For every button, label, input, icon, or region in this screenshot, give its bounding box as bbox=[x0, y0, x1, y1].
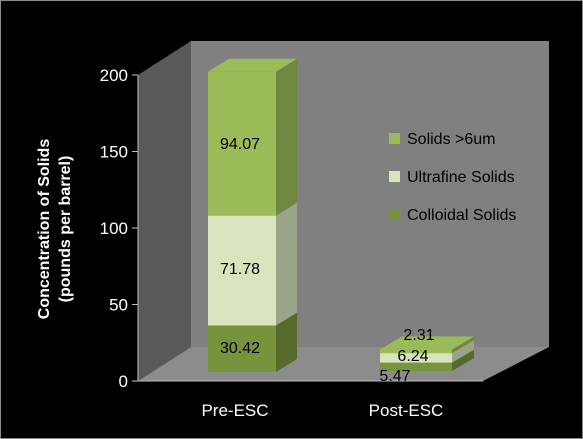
y-axis-title: Concentration of Solids (pounds per barre… bbox=[36, 139, 74, 320]
legend-swatch bbox=[389, 171, 400, 182]
legend-swatch bbox=[389, 209, 400, 220]
floor bbox=[138, 347, 549, 381]
bar-segment-side bbox=[276, 58, 297, 216]
bar-segment-front bbox=[208, 325, 276, 372]
bar-segment-side bbox=[452, 349, 474, 371]
y-tick-label: 0 bbox=[119, 372, 128, 391]
legend-label: Colloidal Solids bbox=[407, 207, 516, 224]
data-label: 2.31 bbox=[403, 327, 434, 344]
side-wall bbox=[138, 41, 191, 381]
x-category-label: Post-ESC bbox=[369, 401, 444, 420]
legend-label: Ultrafine Solids bbox=[407, 169, 515, 186]
x-category-label: Pre-ESC bbox=[201, 401, 268, 420]
bar-segment-front bbox=[208, 71, 276, 216]
bar-segment-front bbox=[380, 362, 452, 371]
y-tick-label: 150 bbox=[100, 143, 128, 162]
y-axis-title-line: (pounds per barrel) bbox=[57, 156, 74, 303]
y-tick-label: 50 bbox=[109, 296, 128, 315]
bar-segment-side bbox=[276, 312, 297, 372]
bar-segment-front bbox=[380, 349, 452, 354]
bar-segment-top bbox=[208, 58, 297, 72]
bar-segment-side bbox=[452, 340, 474, 363]
bar-segment-side bbox=[452, 336, 474, 354]
legend-label: Solids >6um bbox=[407, 131, 496, 148]
data-label: 5.47 bbox=[379, 368, 410, 385]
data-label: 6.24 bbox=[397, 348, 428, 365]
y-tick-label: 100 bbox=[100, 219, 128, 238]
y-tick-label: 200 bbox=[100, 66, 128, 85]
bar-segment-front bbox=[380, 353, 452, 363]
bar-segment-side bbox=[276, 202, 297, 326]
bar-segment-front bbox=[208, 215, 276, 326]
data-label: 71.78 bbox=[220, 261, 260, 278]
y-axis-title-line: Concentration of Solids bbox=[36, 139, 53, 320]
bar-segment-top bbox=[380, 336, 474, 350]
legend-swatch bbox=[389, 133, 400, 144]
data-label: 30.42 bbox=[220, 340, 260, 357]
data-label: 94.07 bbox=[220, 136, 260, 153]
